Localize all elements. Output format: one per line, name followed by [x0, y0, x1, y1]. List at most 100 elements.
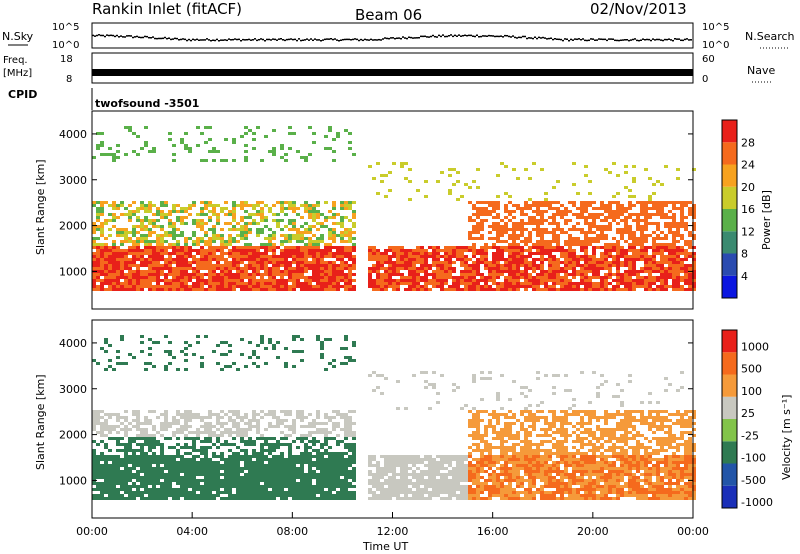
velocity-cell	[144, 443, 148, 446]
velocity-cell	[276, 494, 280, 497]
power-cell	[636, 219, 640, 222]
velocity-cell	[160, 425, 164, 428]
power-cell	[260, 228, 264, 231]
power-cell	[668, 273, 672, 276]
velocity-cell	[144, 452, 148, 455]
velocity-cell	[192, 488, 196, 491]
nsky-sample	[586, 39, 588, 42]
velocity-cell	[308, 446, 312, 449]
power-cell	[548, 276, 552, 279]
power-colorbar-segment	[722, 142, 737, 165]
velocity-cell	[116, 431, 120, 434]
power-cell	[644, 285, 648, 288]
velocity-cell	[256, 419, 260, 422]
nsky-sample	[648, 38, 650, 41]
power-cell	[316, 228, 320, 231]
velocity-cell	[124, 467, 128, 470]
power-cell	[616, 201, 620, 204]
power-cell	[320, 264, 324, 267]
nsky-sample	[318, 39, 320, 41]
power-cell	[120, 258, 124, 261]
velocity-cell	[200, 491, 204, 494]
velocity-cell	[292, 476, 296, 479]
power-cell	[244, 264, 248, 267]
power-cell	[344, 201, 348, 204]
power-cell	[208, 246, 212, 249]
power-cell	[680, 285, 684, 288]
power-cell	[300, 264, 304, 267]
nsky-sample	[282, 39, 284, 41]
power-cell	[244, 270, 248, 273]
velocity-cell	[116, 479, 120, 482]
power-cell	[436, 252, 440, 255]
power-cell	[560, 288, 564, 291]
power-cell	[680, 237, 684, 240]
power-cell	[192, 282, 196, 285]
power-cell	[480, 258, 484, 261]
velocity-cell	[168, 458, 172, 461]
velocity-cell	[92, 428, 96, 431]
power-cell	[520, 249, 524, 252]
power-cell	[612, 162, 616, 165]
power-cell	[380, 255, 384, 258]
power-cell	[260, 252, 264, 255]
velocity-cell	[124, 449, 128, 452]
power-cell	[496, 213, 500, 216]
power-cell	[184, 210, 188, 213]
velocity-cell	[148, 488, 152, 491]
power-cell	[272, 129, 276, 132]
velocity-cell	[124, 431, 128, 434]
power-cell	[616, 267, 620, 270]
velocity-cell	[308, 494, 312, 497]
power-cell	[564, 249, 568, 252]
power-cell	[180, 270, 184, 273]
power-cell	[532, 264, 536, 267]
power-cell	[592, 258, 596, 261]
power-cell	[304, 279, 308, 282]
power-cell	[96, 276, 100, 279]
power-cell	[292, 132, 296, 135]
power-cell	[588, 213, 592, 216]
velocity-cell	[156, 443, 160, 446]
power-cell	[244, 285, 248, 288]
velocity-cell	[208, 416, 212, 419]
power-cell	[296, 261, 300, 264]
velocity-cell	[208, 479, 212, 482]
velocity-cell	[244, 440, 248, 443]
power-cell	[648, 246, 652, 249]
velocity-cell	[148, 362, 152, 365]
velocity-cell	[148, 467, 152, 470]
nsky-sample	[336, 39, 338, 41]
velocity-cell	[108, 428, 112, 431]
velocity-cell	[228, 482, 232, 485]
power-cell	[100, 255, 104, 258]
power-cell	[688, 201, 692, 204]
power-cell	[272, 264, 276, 267]
power-cell	[588, 228, 592, 231]
nsky-sample	[100, 34, 102, 37]
velocity-cell	[288, 482, 292, 485]
power-cell	[440, 171, 444, 174]
power-cell	[260, 261, 264, 264]
power-cell	[280, 252, 284, 255]
power-cell	[508, 285, 512, 288]
nsky-sample	[550, 37, 552, 40]
power-cell	[528, 282, 532, 285]
power-cell	[536, 210, 540, 213]
power-cell	[524, 240, 528, 243]
power-cell	[256, 252, 260, 255]
power-cell	[548, 267, 552, 270]
power-cell	[472, 180, 476, 183]
power-cell	[132, 276, 136, 279]
power-cell	[612, 261, 616, 264]
power-cell	[116, 249, 120, 252]
power-cell	[340, 261, 344, 264]
power-cell	[208, 255, 212, 258]
velocity-cell	[136, 428, 140, 431]
power-cell	[608, 228, 612, 231]
velocity-cell	[296, 467, 300, 470]
velocity-cell	[172, 455, 176, 458]
power-cell	[180, 222, 184, 225]
velocity-cell	[260, 416, 264, 419]
power-cell	[200, 279, 204, 282]
